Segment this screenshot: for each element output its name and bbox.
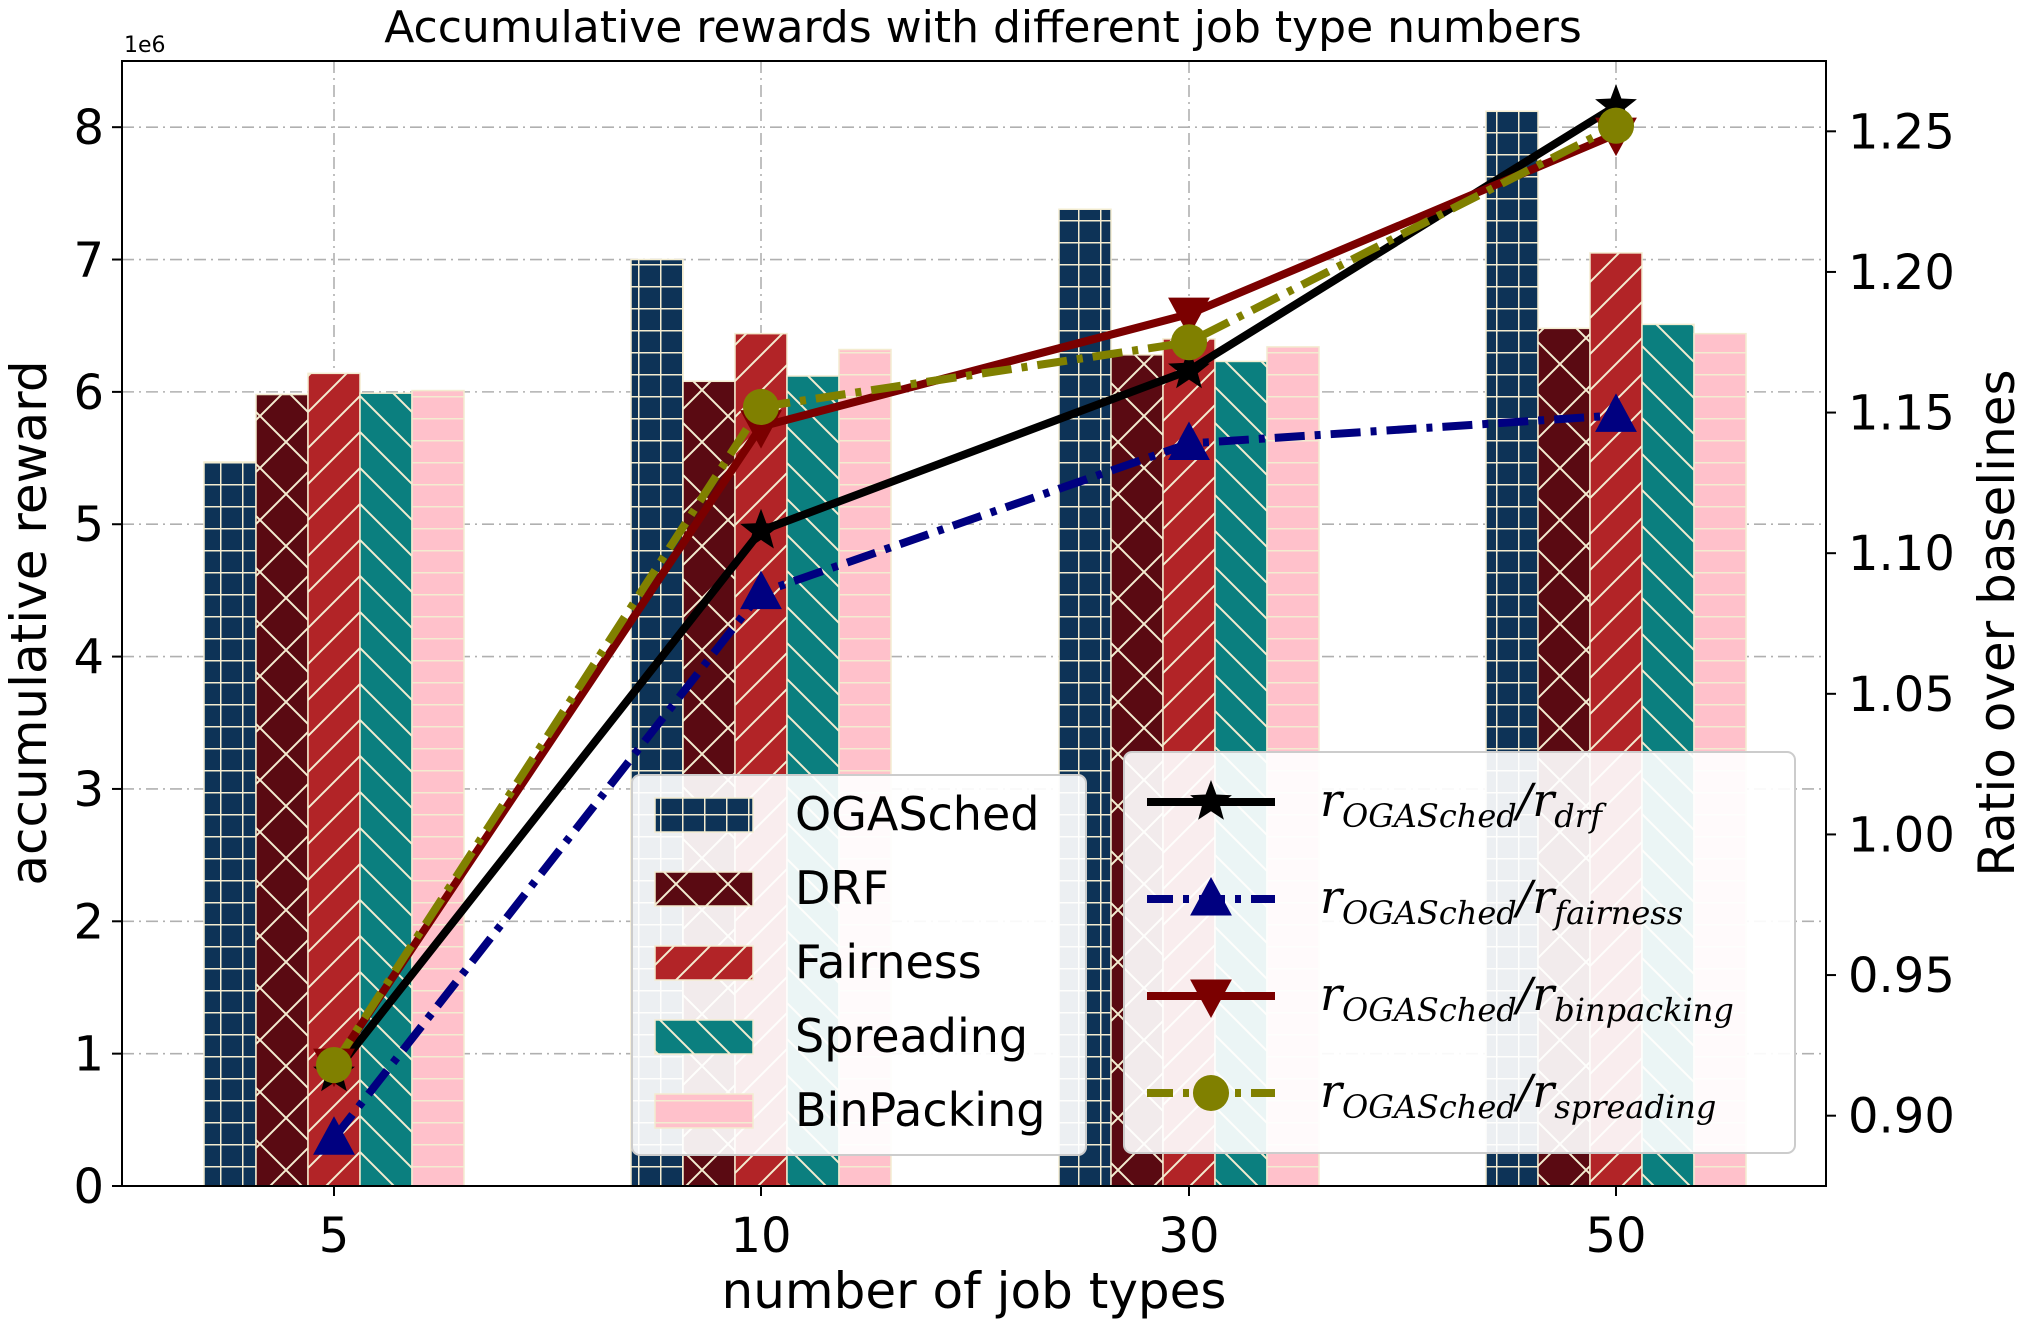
marker-r-ogasched-r-fairness-5	[313, 1116, 355, 1155]
bar-binpacking-5	[411, 389, 465, 1187]
marker-r-ogasched-r-binpacking-30	[1168, 297, 1210, 337]
legend-label-ogasched: OGASched	[795, 787, 1039, 841]
x-axis-label: number of job types	[722, 1262, 1227, 1320]
y2-tick-label-1-25: 1.25	[1848, 104, 1955, 160]
legend-lines-frame	[1123, 751, 1796, 1154]
legend-label-drf: DRF	[795, 861, 889, 915]
legend-label-r-ogasched-r-spreading: rOGASched/rspreading	[1320, 1064, 1716, 1126]
legend-swatch-fairness	[654, 945, 754, 981]
bar-drf-5	[255, 393, 309, 1187]
legend-bars: OGASched DRF Fairness Spreading BinPacking	[631, 774, 1087, 1156]
chart-title: Accumulative rewards with different job …	[384, 2, 1582, 53]
plot-frame	[121, 60, 1827, 1187]
legend-marker-r-ogasched-r-fairness	[1190, 877, 1232, 916]
legend-lines: rOGASched/rdrf rOGASched/rfairness rOGASch…	[1123, 751, 1796, 1154]
marker-r-ogasched-r-drf-10	[740, 508, 782, 549]
y-tick-label-7: 7	[73, 233, 104, 289]
marker-r-ogasched-r-spreading-5	[315, 1047, 353, 1084]
line-r-ogasched-r-spreading	[330, 122, 1618, 1068]
y2-tick-label-0-95: 0.95	[1848, 948, 1955, 1004]
legend-label-spreading: Spreading	[795, 1009, 1028, 1063]
line-r-ogasched-r-fairness	[330, 411, 1617, 1141]
y2-tick-label-0-90: 0.90	[1848, 1089, 1955, 1145]
line-r-ogasched-r-drf	[330, 102, 1619, 1076]
legend-bars-frame	[631, 774, 1087, 1156]
marker-r-ogasched-r-spreading-30	[1170, 324, 1208, 361]
x-tick-label-10: 10	[730, 1208, 791, 1264]
x-tick-label-5: 5	[319, 1208, 350, 1264]
marker-r-ogasched-r-fairness-10	[740, 570, 782, 610]
y2-tick-label-1-05: 1.05	[1848, 667, 1955, 723]
legend-swatch-drf	[654, 871, 754, 907]
y2-axis-ticks: 0.90 0.95 1.00 1.05 1.10 1.15 1.20 1.25	[1826, 104, 1955, 1145]
marker-r-ogasched-r-spreading-10	[742, 388, 780, 425]
y-tick-label-2: 2	[73, 894, 104, 950]
y-axis-label: accumulative reward	[0, 360, 58, 885]
y-offset-label: 1e6	[124, 33, 166, 58]
y-tick-label-1: 1	[73, 1027, 104, 1083]
legend-marker-r-ogasched-r-spreading	[1192, 1074, 1230, 1112]
y-tick-label-3: 3	[73, 762, 104, 818]
legend-marker-r-ogasched-r-drf	[1190, 780, 1232, 820]
y2-tick-label-1-15: 1.15	[1848, 386, 1955, 442]
legend-marker-r-ogasched-r-binpacking	[1190, 979, 1232, 1018]
y-tick-label-8: 8	[73, 100, 104, 156]
y-tick-label-5: 5	[73, 497, 104, 553]
line-r-ogasched-r-binpacking	[330, 130, 1618, 1068]
y2-tick-label-1-00: 1.00	[1848, 807, 1955, 863]
y2-axis-label: Ratio over baselines	[1968, 369, 2024, 876]
legend-swatch-ogasched	[654, 797, 754, 833]
y-tick-label-6: 6	[73, 365, 104, 421]
x-tick-label-30: 30	[1158, 1208, 1219, 1264]
y-axis-ticks: 0 1 2 3 4 5 6 7 8	[73, 100, 122, 1215]
bar-spreading-5	[359, 392, 413, 1187]
ratio-lines	[313, 84, 1637, 1155]
legend-label-binpacking: BinPacking	[795, 1083, 1045, 1137]
legend-label-r-ogasched-r-fairness: rOGASched/rfairness	[1320, 870, 1683, 932]
legend-label-fairness: Fairness	[795, 935, 982, 989]
legend-label-r-ogasched-r-binpacking: rOGASched/rbinpacking	[1320, 967, 1734, 1029]
legend-swatch-spreading	[654, 1019, 754, 1055]
y2-tick-label-1-10: 1.10	[1848, 526, 1955, 582]
legend-label-r-ogasched-r-drf: rOGASched/rdrf	[1320, 773, 1607, 835]
bar-ogasched-5	[203, 461, 257, 1187]
x-axis-ticks: 5 10 30 50	[319, 1186, 1647, 1264]
marker-r-ogasched-r-spreading-50	[1597, 107, 1635, 144]
marker-r-ogasched-r-fairness-30	[1168, 421, 1210, 460]
marker-r-ogasched-r-drf-30	[1168, 348, 1210, 389]
y-tick-label-4: 4	[73, 630, 104, 686]
y-tick-label-0: 0	[73, 1159, 104, 1215]
marker-r-ogasched-r-fairness-50	[1595, 393, 1637, 432]
marker-r-ogasched-r-drf-50	[1595, 84, 1637, 124]
y2-tick-label-1-20: 1.20	[1848, 245, 1955, 301]
x-tick-label-50: 50	[1585, 1208, 1646, 1264]
legend-swatch-binpacking	[654, 1093, 754, 1129]
